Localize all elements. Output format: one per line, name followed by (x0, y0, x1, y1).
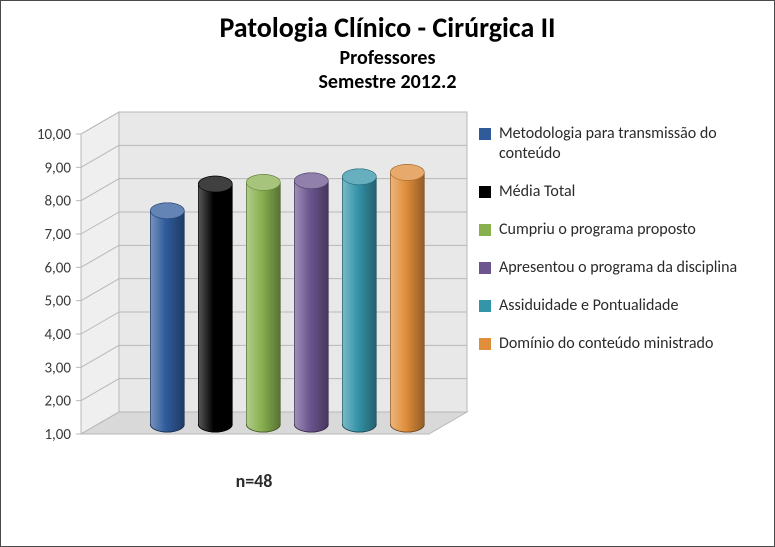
legend-label: Apresentou o programa da disciplina (499, 258, 737, 278)
legend-label: Metodologia para transmissão do conteúdo (499, 124, 749, 164)
chart-subtitle-2: Semestre 2012.2 (1, 70, 774, 94)
chart-legend: Metodologia para transmissão do conteúdo… (479, 104, 759, 372)
chart-bar (390, 164, 424, 432)
legend-item: Assiduidade e Pontualidade (479, 296, 759, 316)
chart-xlabel: n=48 (9, 470, 479, 492)
svg-text:3,00: 3,00 (44, 359, 71, 377)
chart-bar (246, 174, 280, 432)
legend-item: Cumpriu o programa proposto (479, 220, 759, 240)
legend-item: Metodologia para transmissão do conteúdo (479, 124, 759, 164)
legend-label: Assiduidade e Pontualidade (499, 296, 678, 316)
legend-item: Domínio do conteúdo ministrado (479, 334, 759, 354)
legend-swatch (479, 338, 491, 350)
svg-text:8,00: 8,00 (44, 192, 71, 210)
svg-text:2,00: 2,00 (44, 392, 71, 410)
chart-bar (150, 203, 184, 432)
legend-label: Média Total (499, 182, 575, 202)
legend-label: Cumpriu o programa proposto (499, 220, 696, 240)
svg-text:4,00: 4,00 (44, 326, 71, 344)
legend-swatch (479, 186, 491, 198)
chart-body: 1,00 2,00 3,00 4,00 5,00 6,00 7,00 8,00 9,00 10,0… (1, 94, 774, 492)
chart-bar (342, 169, 376, 432)
svg-text:7,00: 7,00 (44, 226, 71, 244)
chart-bar (294, 173, 328, 432)
legend-label: Domínio do conteúdo ministrado (499, 334, 713, 354)
chart-svg: 1,00 2,00 3,00 4,00 5,00 6,00 7,00 8,00 9,00 10,0… (9, 104, 479, 464)
svg-text:10,00: 10,00 (37, 126, 72, 144)
svg-text:1,00: 1,00 (44, 426, 71, 444)
title-block: Patologia Clínico - Cirúrgica II Profess… (1, 1, 774, 94)
svg-text:9,00: 9,00 (44, 159, 71, 177)
legend-swatch (479, 224, 491, 236)
legend-swatch (479, 262, 491, 274)
chart-container: Patologia Clínico - Cirúrgica II Profess… (0, 0, 775, 547)
svg-text:6,00: 6,00 (44, 259, 71, 277)
svg-text:5,00: 5,00 (44, 292, 71, 310)
legend-swatch (479, 300, 491, 312)
chart-bar (198, 176, 232, 432)
chart-plot-column: 1,00 2,00 3,00 4,00 5,00 6,00 7,00 8,00 9,00 10,0… (9, 104, 479, 492)
legend-item: Apresentou o programa da disciplina (479, 258, 759, 278)
legend-swatch (479, 128, 491, 140)
chart-subtitle-1: Professores (1, 46, 774, 70)
legend-item: Média Total (479, 182, 759, 202)
chart-title: Patologia Clínico - Cirúrgica II (1, 13, 774, 44)
